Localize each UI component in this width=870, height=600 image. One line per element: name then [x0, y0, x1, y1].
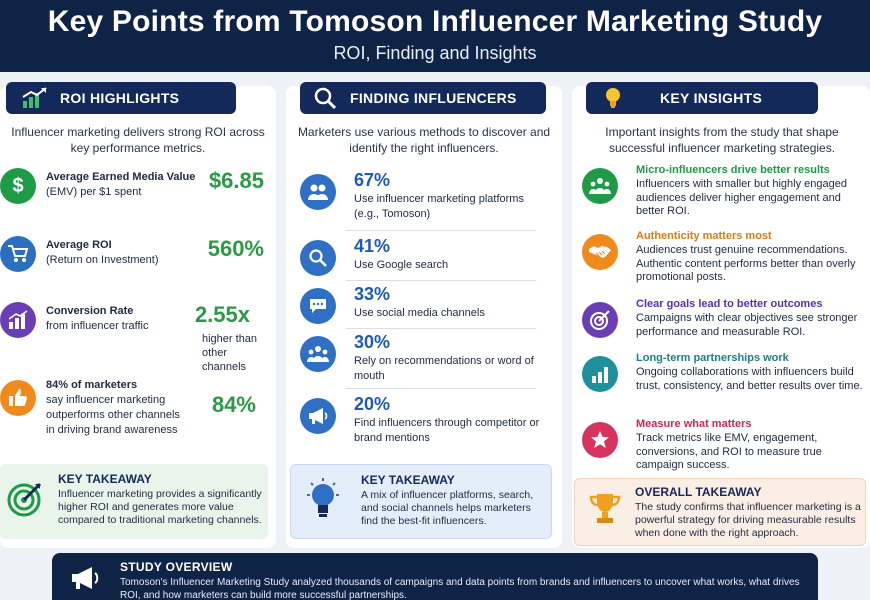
thumbs-up-icon — [0, 380, 36, 416]
lightbulb-icon — [301, 477, 345, 521]
insight-micro-desc: Influencers with smaller but highly enga… — [636, 178, 847, 217]
finding-social-pct: 33% — [354, 284, 391, 304]
cart-icon — [0, 236, 36, 272]
divider — [346, 328, 536, 329]
finding-mentions-pct: 20% — [354, 394, 391, 414]
study-overview-banner: STUDY OVERVIEW Tomoson's Influencer Mark… — [52, 553, 818, 600]
study-overview-text: Tomoson's Influencer Marketing Study ana… — [120, 577, 800, 600]
page-title: Key Points from Tomoson Influencer Marke… — [47, 5, 823, 38]
insight-item-measure: Measure what matters Track metrics like … — [582, 418, 866, 478]
roi-intro: Influencer marketing delivers strong ROI… — [11, 125, 265, 155]
target-icon — [582, 302, 618, 338]
roi-awareness-label: 84% of marketers — [46, 379, 138, 391]
chat-icon — [300, 288, 336, 324]
study-overview-heading: STUDY OVERVIEW — [120, 560, 233, 574]
finding-takeaway-heading: KEY TAKEAWAY — [361, 473, 455, 487]
finding-google-desc: Use Google search — [354, 259, 449, 271]
finding-item-google: 41% Use Google search — [300, 236, 550, 286]
insight-partnerships-title: Long-term partnerships work — [636, 352, 789, 364]
roi-takeaway-heading: KEY TAKEAWAY — [58, 472, 152, 486]
key-insights-heading: KEY INSIGHTS — [586, 82, 818, 114]
divider — [346, 280, 536, 281]
finding-mentions-desc: Find influencers through competitor or b… — [354, 417, 540, 444]
finding-platforms-pct: 67% — [354, 170, 391, 190]
insights-heading-label: KEY INSIGHTS — [660, 90, 763, 106]
insight-partnerships-desc: Ongoing collaborations with influencers … — [636, 366, 863, 392]
roi-item-average-roi: Average ROI (Return on Investment) 560% — [0, 232, 276, 294]
insight-measure-desc: Track metrics like EMV, engagement, conv… — [636, 432, 822, 471]
roi-item-emv: $ Average Earned Media Value (EMV) per $1… — [0, 164, 276, 226]
users-icon — [582, 168, 618, 204]
finding-item-word-of-mouth: 30% Rely on recommendations or word of m… — [300, 332, 550, 382]
dollar-icon: $ — [0, 168, 36, 204]
insight-micro-title: Micro-influencers drive better results — [636, 164, 830, 176]
roi-emv-label: Average Earned Media Value — [46, 171, 196, 183]
megaphone-icon — [68, 563, 102, 593]
handshake-icon — [582, 234, 618, 270]
insight-authenticity-title: Authenticity matters most — [636, 230, 772, 242]
roi-key-takeaway: KEY TAKEAWAY Influencer marketing provid… — [0, 464, 268, 539]
finding-heading-label: FINDING INFLUENCERS — [350, 90, 517, 106]
overall-takeaway-text: The study confirms that influencer marke… — [635, 501, 861, 539]
finding-intro: Marketers use various methods to discove… — [297, 125, 551, 155]
group-icon — [300, 336, 336, 372]
overall-takeaway-heading: OVERALL TAKEAWAY — [635, 485, 762, 499]
finding-word-of-mouth-desc: Rely on recommendations or word of mouth — [354, 355, 534, 382]
key-insights-panel: KEY INSIGHTS Important insights from the… — [572, 82, 870, 548]
insight-item-authenticity: Authenticity matters most Audiences trus… — [582, 230, 866, 290]
star-icon — [582, 422, 618, 458]
roi-takeaway-text: Influencer marketing provides a signific… — [58, 488, 262, 526]
roi-item-brand-awareness: 84% of marketers say influencer marketing… — [0, 372, 276, 452]
divider — [346, 230, 536, 231]
insight-authenticity-desc: Audiences trust genuine recommendations.… — [636, 244, 856, 283]
header-banner: Key Points from Tomoson Influencer Marke… — [0, 0, 870, 72]
insight-item-clear-goals: Clear goals lead to better outcomes Camp… — [582, 298, 866, 358]
bulb-icon — [598, 86, 628, 110]
finding-item-social: 33% Use social media channels — [300, 284, 550, 334]
divider — [346, 388, 536, 389]
roi-heading-label: ROI HIGHLIGHTS — [60, 90, 180, 106]
finding-social-desc: Use social media channels — [354, 307, 485, 319]
insight-measure-title: Measure what matters — [636, 418, 752, 430]
roi-average-label: Average ROI — [46, 239, 112, 251]
megaphone-icon — [300, 398, 336, 434]
finding-word-of-mouth-pct: 30% — [354, 332, 391, 352]
overall-takeaway: OVERALL TAKEAWAY The study confirms that… — [574, 478, 866, 546]
users-icon — [300, 174, 336, 210]
roi-awareness-sublabel: say influencer marketing outperforms oth… — [46, 394, 180, 436]
finding-item-platforms: 67% Use influencer marketing platforms (… — [300, 170, 550, 220]
roi-awareness-value: 84% — [211, 392, 256, 417]
roi-conversion-sublabel: from influencer traffic — [46, 320, 149, 332]
insight-goals-desc: Campaigns with clear objectives see stro… — [636, 312, 858, 338]
chart-icon — [0, 302, 36, 338]
page-subtitle: ROI, Finding and Insights — [333, 43, 537, 63]
finding-key-takeaway: KEY TAKEAWAY A mix of influencer platfor… — [290, 464, 552, 539]
roi-emv-sublabel: (EMV) per $1 spent — [46, 186, 142, 198]
target-arrow-icon — [4, 476, 48, 520]
roi-conversion-value: 2.55x — [194, 302, 250, 327]
roi-conversion-note: higher than other channels — [202, 333, 258, 373]
roi-average-sublabel: (Return on Investment) — [46, 254, 159, 266]
roi-emv-value: $6.85 — [208, 168, 264, 193]
roi-highlights-heading: ROI HIGHLIGHTS — [6, 82, 236, 114]
roi-item-conversion: Conversion Rate from influencer traffic 2… — [0, 298, 276, 373]
insight-goals-title: Clear goals lead to better outcomes — [636, 298, 823, 310]
roi-average-value: 560% — [207, 236, 264, 261]
magnifier-icon — [310, 86, 340, 110]
insight-item-micro-influencers: Micro-influencers drive better results I… — [582, 164, 866, 224]
finding-google-pct: 41% — [354, 236, 391, 256]
finding-item-mentions: 20% Find influencers through competitor … — [300, 394, 550, 444]
bar-chart-icon — [582, 356, 618, 392]
trophy-icon — [583, 487, 627, 531]
finding-takeaway-text: A mix of influencer platforms, search, a… — [361, 489, 534, 527]
roi-conversion-label: Conversion Rate — [46, 305, 134, 317]
growth-chart-icon — [20, 86, 50, 110]
finding-platforms-desc: Use influencer marketing platforms (e.g.… — [354, 193, 524, 220]
insights-intro: Important insights from the study that s… — [605, 125, 839, 155]
search-icon — [300, 240, 336, 276]
insight-item-partnerships: Long-term partnerships work Ongoing coll… — [582, 352, 866, 412]
finding-influencers-heading: FINDING INFLUENCERS — [300, 82, 546, 114]
